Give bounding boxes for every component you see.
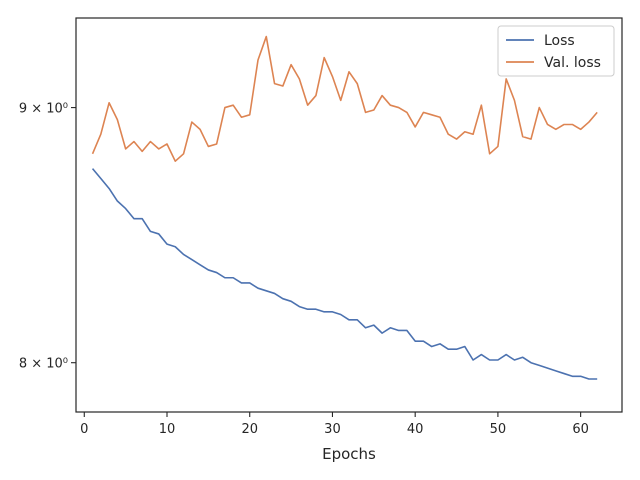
x-tick-label: 40 xyxy=(407,422,424,437)
y-axis-ticks: 8 × 10⁰ 9 × 10⁰ xyxy=(19,102,76,372)
x-tick-label: 20 xyxy=(241,422,258,437)
x-axis-label: Epochs xyxy=(322,445,376,463)
x-tick-label: 50 xyxy=(490,422,507,437)
x-tick-label: 30 xyxy=(324,422,341,437)
series-line-val-loss xyxy=(91,35,598,162)
series-line-loss xyxy=(91,168,598,380)
x-axis-ticks: 0 10 20 30 40 50 60 xyxy=(80,412,589,437)
y-tick-label: 8 × 10⁰ xyxy=(19,357,68,372)
legend-label: Loss xyxy=(544,33,575,49)
series-lines xyxy=(91,35,598,380)
plot-area xyxy=(75,17,623,413)
legend-label: Val. loss xyxy=(544,55,601,71)
y-tick-label: 9 × 10⁰ xyxy=(19,102,68,117)
x-tick-label: 10 xyxy=(159,422,176,437)
legend-box xyxy=(497,25,615,77)
x-tick-label: 60 xyxy=(572,422,589,437)
legend: Loss Val. loss xyxy=(497,25,615,77)
x-tick-label: 0 xyxy=(80,422,88,437)
